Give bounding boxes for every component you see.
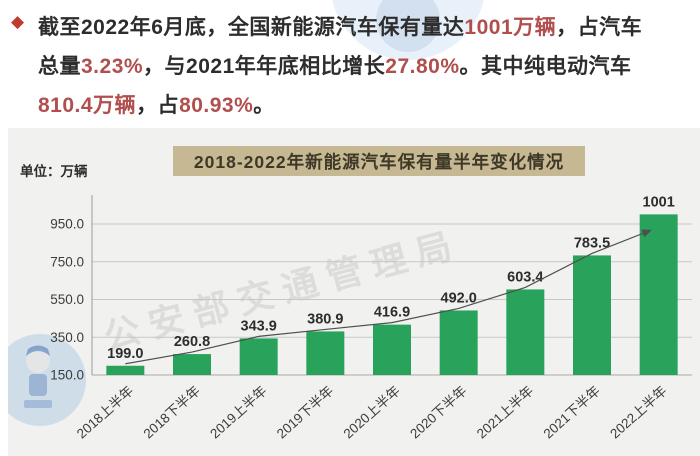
bar xyxy=(439,310,478,375)
chart-panel: 公安部交通管理局 150.0 350.0 550.0 750.0 950.0 199.0 20… xyxy=(8,128,700,456)
y-tick-label: 750.0 xyxy=(50,254,84,269)
summary-segment: ，与2021年年底相比增长 xyxy=(143,55,386,78)
summary-segment: 。 xyxy=(253,94,275,117)
summary-segment: 截至2022年6月底，全国新能源汽车保有量达 xyxy=(38,16,465,39)
bar xyxy=(306,331,345,375)
summary-line: 截至2022年6月底，全国新能源汽车保有量达1001万辆，占汽车 xyxy=(38,8,690,47)
bar xyxy=(639,214,678,375)
chart-title: 2018-2022年新能源汽车保有量半年变化情况 xyxy=(173,146,585,176)
x-tick-label: 2019上半年 xyxy=(207,383,269,441)
bar-chart: 公安部交通管理局150.0350.0550.0750.0950.0199.020… xyxy=(8,194,692,441)
highlight-value: 80.93% xyxy=(179,94,254,117)
mascot-watermark-bottom xyxy=(8,334,86,426)
trend-line xyxy=(125,229,652,365)
highlight-value: 3.23% xyxy=(81,55,144,78)
summary-text: 截至2022年6月底，全国新能源汽车保有量达1001万辆，占汽车 总量3.23%，… xyxy=(38,8,690,125)
y-tick-label: 350.0 xyxy=(50,330,84,345)
bar-value-label: 260.8 xyxy=(174,334,210,350)
y-tick-label: 950.0 xyxy=(50,217,84,232)
highlight-value: 27.80% xyxy=(385,55,460,78)
x-tick-label: 2020下半年 xyxy=(407,383,469,441)
summary-segment: 。其中纯电动汽车 xyxy=(459,55,632,78)
bar-value-label: 199.0 xyxy=(107,346,143,362)
x-tick-label: 2021上半年 xyxy=(474,383,536,441)
bar xyxy=(573,255,611,375)
x-tick-label: 2021下半年 xyxy=(541,383,603,441)
highlight-value: 810.4万辆 xyxy=(38,94,137,117)
bar-value-label: 416.9 xyxy=(374,305,410,321)
summary-segment: ，占 xyxy=(136,94,180,117)
bar xyxy=(239,338,278,375)
highlight-value: 1001万辆 xyxy=(464,16,557,39)
summary-line: 总量3.23%，与2021年年底相比增长27.80%。其中纯电动汽车 xyxy=(38,47,690,86)
diamond-bullet-icon: ◆ xyxy=(11,12,25,31)
x-tick-label: 2022上半年 xyxy=(607,383,669,441)
bar-value-label: 492.0 xyxy=(441,290,477,306)
bar-value-label: 1001 xyxy=(643,194,675,210)
y-tick-label: 150.0 xyxy=(50,368,84,383)
y-tick-label: 550.0 xyxy=(50,292,84,307)
bar xyxy=(173,354,211,375)
unit-label: 单位：万辆 xyxy=(20,164,88,179)
x-tick-label: 2020上半年 xyxy=(341,383,403,441)
mascot-watermark-top-inner xyxy=(376,0,440,52)
summary-segment: ，占汽车 xyxy=(556,16,643,39)
bar xyxy=(106,365,145,375)
bar xyxy=(373,324,411,375)
x-tick-label: 2019下半年 xyxy=(274,383,336,441)
x-tick-label: 2018下半年 xyxy=(141,383,203,441)
bar-value-label: 380.9 xyxy=(307,311,343,327)
bar-value-label: 603.4 xyxy=(507,269,543,285)
bar-value-label: 343.9 xyxy=(241,318,277,334)
summary-line: 810.4万辆，占80.93%。 xyxy=(38,86,690,125)
summary-section: ◆ 截至2022年6月底，全国新能源汽车保有量达1001万辆，占汽车 总量3.23… xyxy=(0,0,700,128)
bar-value-label: 783.5 xyxy=(574,235,610,251)
bar xyxy=(506,289,545,375)
summary-segment: 总量 xyxy=(38,55,81,78)
